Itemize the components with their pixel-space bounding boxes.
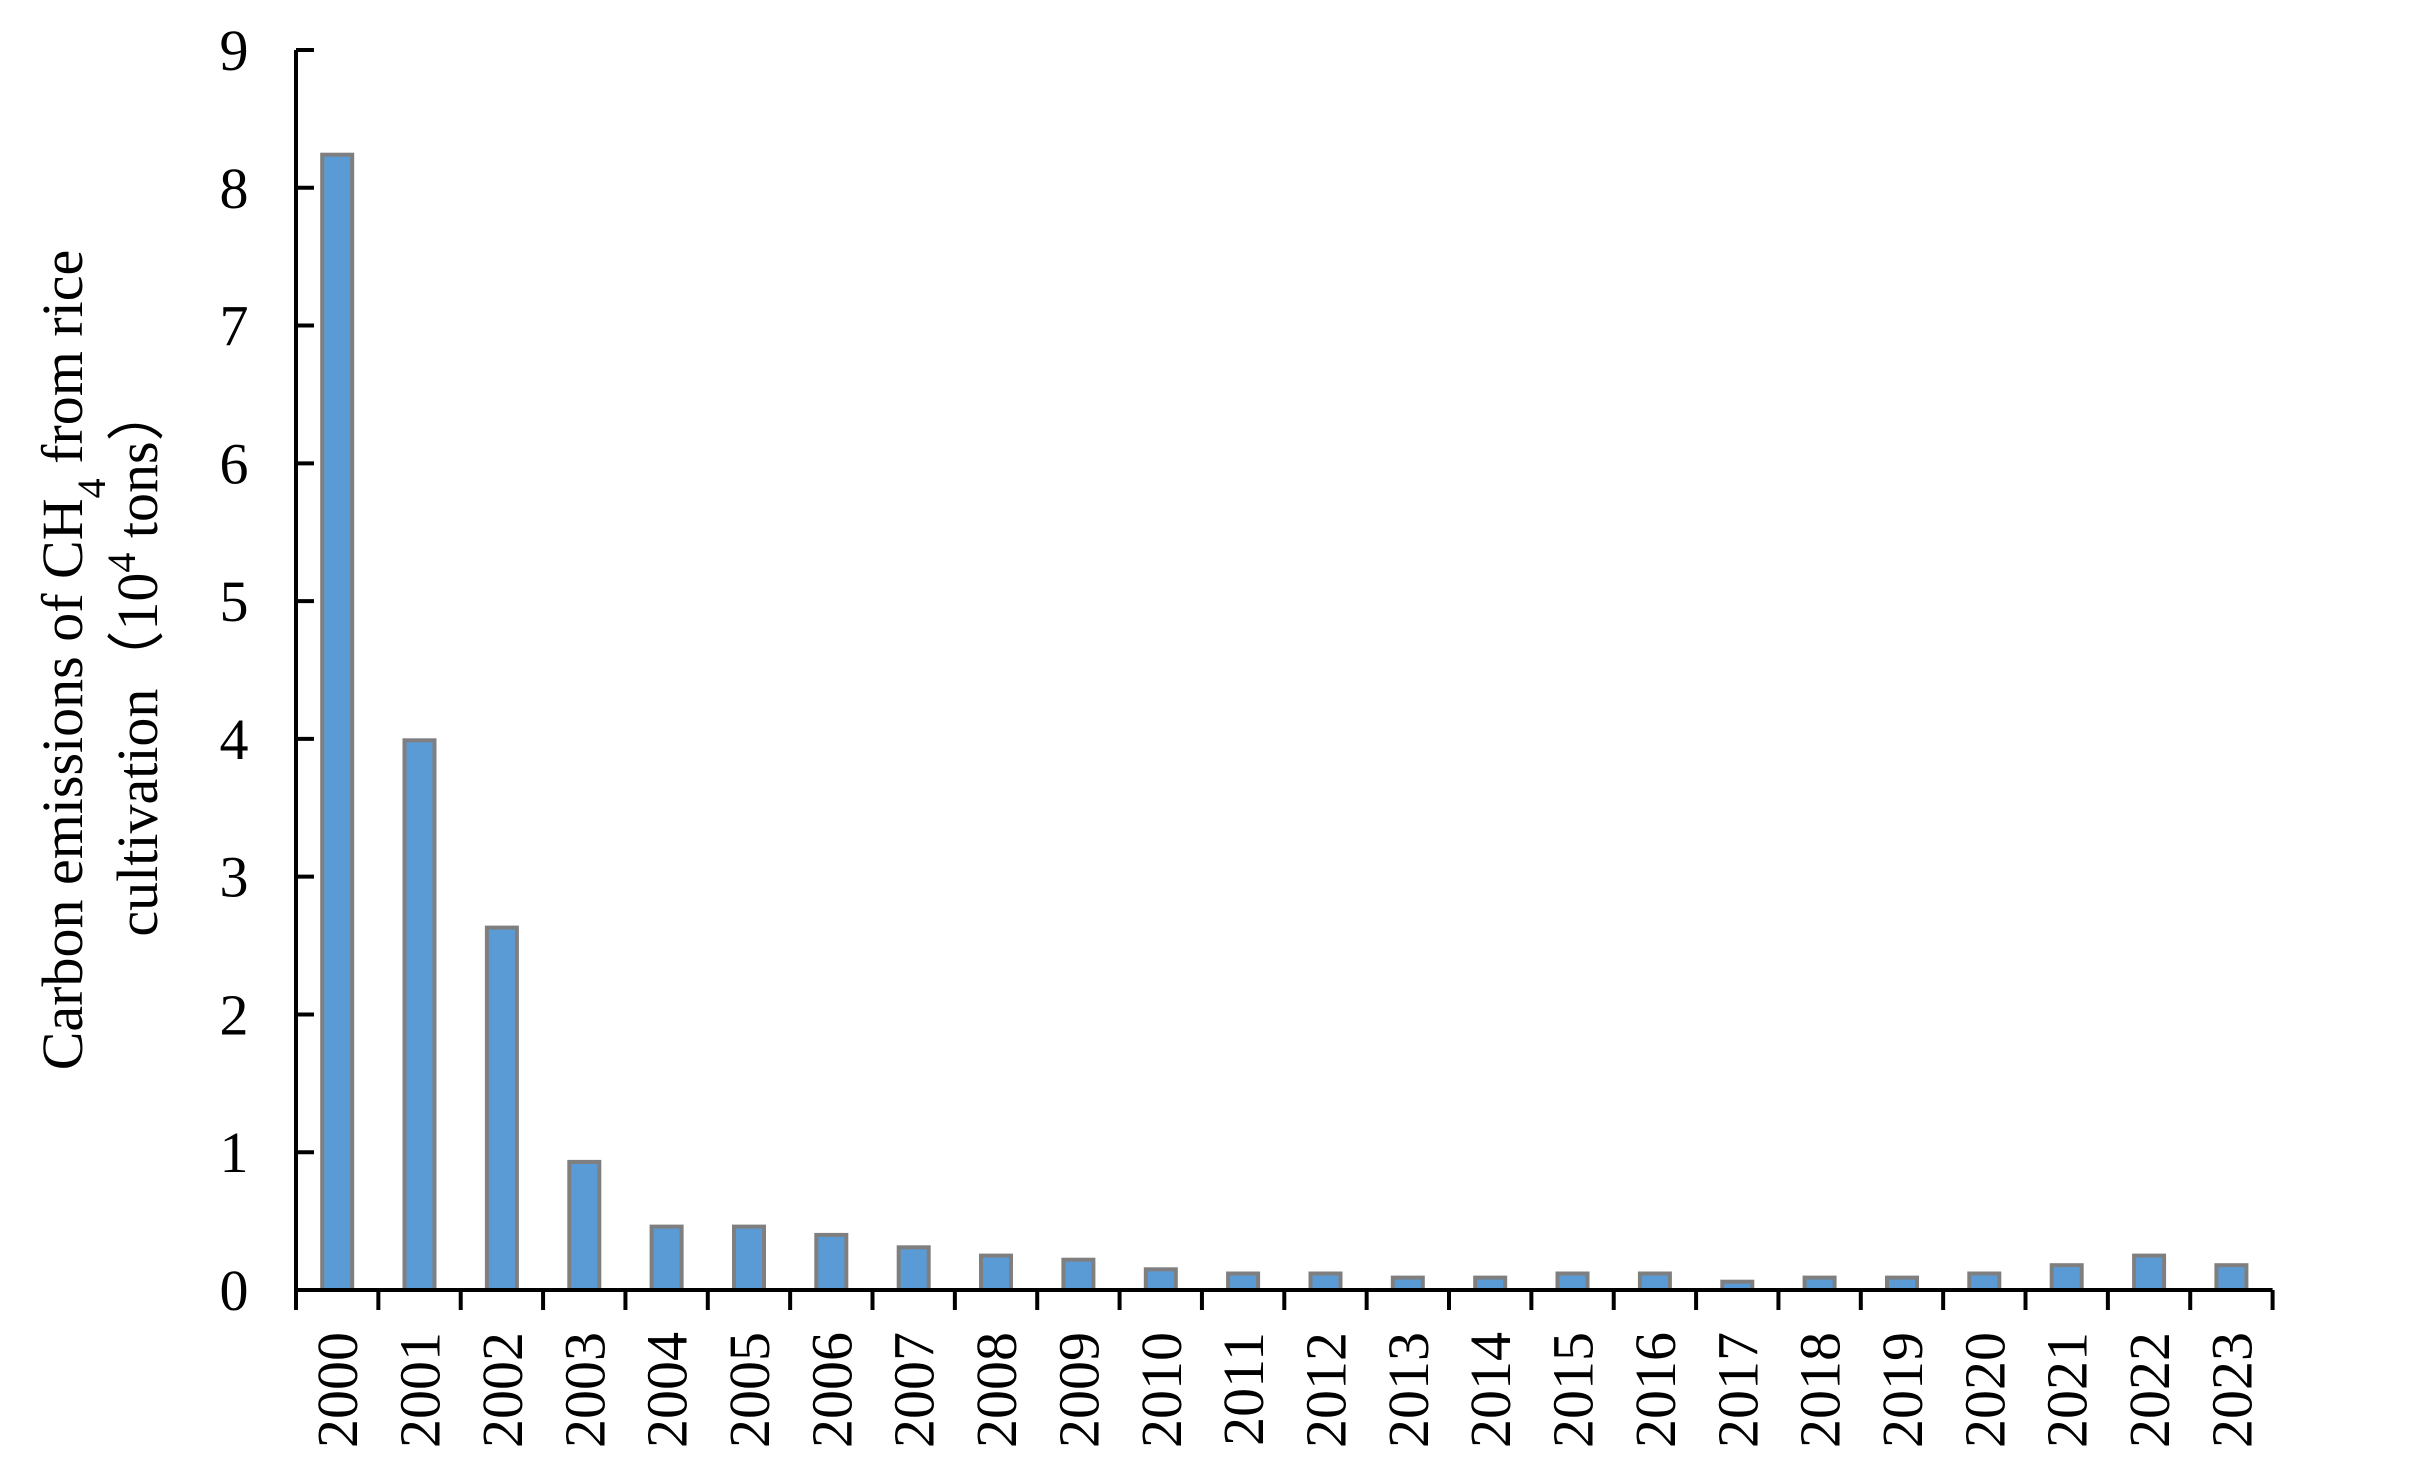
bar-2005	[732, 1224, 766, 1292]
y-axis-title-line1: Carbon emissions of CH4 from rice	[30, 250, 114, 1071]
x-tick-label-2001: 2001	[388, 1332, 453, 1448]
x-tick-label-2015: 2015	[1541, 1332, 1606, 1448]
bar-2004	[649, 1224, 684, 1292]
y-axis-title-line2: cultivation（104 tons）	[99, 383, 171, 936]
x-tick-label-2019: 2019	[1870, 1332, 1935, 1448]
bar-2006	[814, 1232, 849, 1293]
bar-2011	[1226, 1271, 1261, 1292]
y-tick-label-0: 0	[220, 1258, 249, 1323]
bar-2000	[320, 152, 355, 1293]
x-tick-label-2006: 2006	[799, 1332, 864, 1448]
x-tick-label-2023: 2023	[2199, 1332, 2264, 1448]
bar-2016	[1637, 1271, 1672, 1292]
x-tick-label-2000: 2000	[305, 1332, 370, 1448]
y-tick-label-9: 9	[220, 18, 249, 83]
y-axis-title: Carbon emissions of CH4 from rice cultiv…	[30, 250, 170, 1071]
x-tick-label-2009: 2009	[1046, 1332, 1111, 1448]
bar-2003	[567, 1159, 602, 1293]
bar-2001	[402, 738, 437, 1292]
bar-2021	[2049, 1263, 2084, 1292]
x-tick-label-2013: 2013	[1376, 1332, 1441, 1448]
bars-group	[320, 152, 2249, 1293]
x-tick-label-2016: 2016	[1623, 1332, 1688, 1448]
x-tick-label-2020: 2020	[1952, 1332, 2017, 1448]
y-axis: 0 1 2 3 4 5 6 7 8 9	[220, 18, 314, 1323]
y-tick-label-4: 4	[220, 707, 249, 772]
x-tick-label-2002: 2002	[470, 1332, 535, 1448]
x-axis: 2000 2001 2002 2003 2004 2005 2006 2007 2008 2009…	[294, 1288, 2275, 1448]
bar-2012	[1308, 1271, 1343, 1292]
x-tick-label-2017: 2017	[1705, 1332, 1770, 1448]
y-tick-label-1: 1	[220, 1120, 249, 1185]
x-tick-label-2021: 2021	[2035, 1332, 2100, 1448]
x-tick-label-2005: 2005	[717, 1332, 782, 1448]
x-tick-label-2007: 2007	[882, 1332, 947, 1448]
y-tick-label-7: 7	[220, 294, 249, 359]
y-tick-label-5: 5	[220, 569, 249, 634]
x-tick-label-2008: 2008	[964, 1332, 1029, 1448]
x-tick-label-2010: 2010	[1129, 1332, 1194, 1448]
bar-2020	[1967, 1271, 2002, 1292]
x-tick-label-2018: 2018	[1788, 1332, 1853, 1448]
x-tick-label-2004: 2004	[635, 1332, 700, 1448]
x-tick-label-2012: 2012	[1294, 1332, 1359, 1448]
x-tick-label-2014: 2014	[1458, 1332, 1523, 1448]
y-tick-label-2: 2	[220, 982, 249, 1047]
bar-2015	[1555, 1271, 1590, 1292]
bar-2023	[2214, 1263, 2249, 1292]
x-tick-label-2022: 2022	[2117, 1332, 2182, 1448]
bar-2008	[979, 1253, 1013, 1292]
bar-2009	[1061, 1257, 1096, 1292]
bar-2007	[896, 1245, 931, 1293]
bar-2010	[1143, 1267, 1178, 1293]
x-ticks: 2000 2001 2002 2003 2004 2005 2006 2007 2008 2009…	[294, 1290, 2275, 1448]
x-tick-label-2003: 2003	[552, 1332, 617, 1448]
y-ticks: 0 1 2 3 4 5 6 7 8 9	[220, 18, 314, 1323]
bar-2022	[2132, 1253, 2167, 1292]
x-tick-label-2011: 2011	[1211, 1332, 1276, 1446]
y-tick-label-6: 6	[220, 431, 249, 496]
y-tick-label-3: 3	[220, 845, 249, 910]
bar-2002	[484, 925, 519, 1292]
y-tick-label-8: 8	[220, 156, 249, 221]
